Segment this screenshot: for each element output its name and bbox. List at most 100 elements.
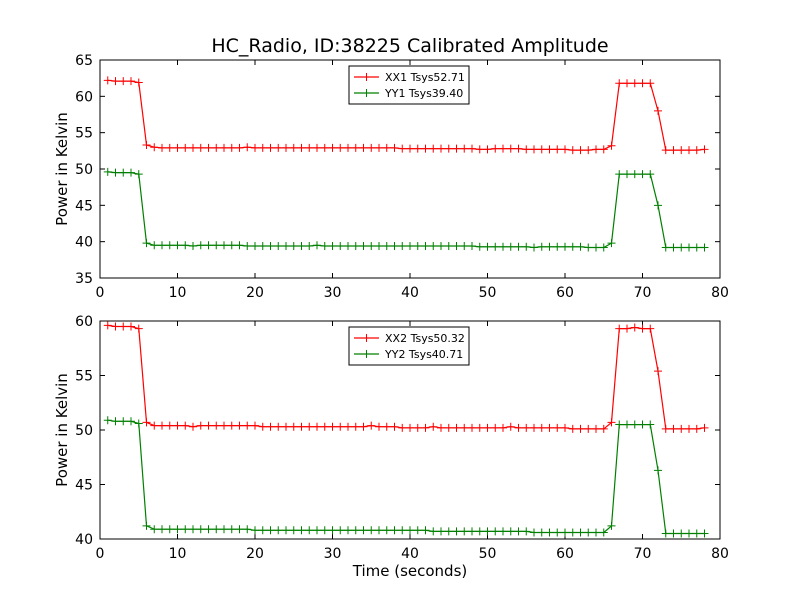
panel-1-series-1-point: [266, 143, 275, 152]
panel-2-series-1-point: [289, 422, 298, 431]
panel-2-series-1-point: [491, 423, 500, 432]
panel-2-series-2-point: [576, 528, 585, 537]
panel-2-series-1-point: [173, 421, 182, 430]
panel-2-series-1-point: [537, 423, 546, 432]
panel-2-series-2-point: [692, 529, 701, 538]
panel-2-series-2-point: [584, 528, 593, 537]
panel-1-series-1-point: [514, 144, 523, 153]
panel-1-series-1-point: [545, 145, 554, 154]
panel-1-series-1-point: [522, 145, 531, 154]
panel-1-series-1-point: [429, 144, 438, 153]
panel-2-series-1-point: [530, 423, 538, 432]
panel-2-series-1-point: [142, 418, 151, 427]
panel-2-series-2-point: [382, 526, 391, 535]
panel-2-legend-marker: [362, 350, 371, 358]
panel-2-series-1-point: [607, 418, 616, 427]
panel-2-series-2-point: [406, 526, 414, 535]
panel-2-series-1-point: [545, 423, 554, 432]
panel-2-series-1-point: [576, 424, 585, 433]
panel-1-legend-label: XX1 Tsys52.71: [385, 71, 465, 84]
panel-2-series-1-point: [506, 422, 515, 431]
panel-2-series-2-point: [685, 529, 693, 538]
panel-1-series-2-point: [328, 242, 337, 251]
panel-2-series-1-point: [251, 421, 259, 430]
panel-2-series-1-point: [623, 324, 631, 333]
panel-2-series-2-point: [305, 526, 314, 535]
panel-1-series-2-point: [483, 242, 492, 251]
panel-2-series-1-point: [220, 421, 228, 430]
panel-1-series-1-point: [204, 143, 213, 152]
panel-2-series-2-point: [189, 525, 197, 534]
panel-1-series-2-point: [313, 241, 321, 250]
panel-1-series-2-point: [196, 241, 205, 250]
panel-1-series-2-point: [305, 242, 314, 251]
panel-1-series-2-point: [514, 242, 523, 251]
panel-1-series-2-point: [251, 242, 259, 251]
panel-2-series-2-point: [119, 417, 128, 426]
panel-1-series-1-point: [646, 79, 655, 88]
panel-1-series-1-point: [235, 143, 244, 152]
panel-1-series-1-point: [568, 146, 577, 155]
panel-1-y-tick-label: 45: [75, 198, 93, 214]
panel-1-series-1-point: [127, 77, 135, 86]
panel-1-series-1-point: [351, 143, 360, 152]
panel-2-series-1-point: [165, 421, 174, 430]
panel-2-series-2-point: [328, 526, 337, 535]
panel-1-series-2-point: [553, 242, 562, 251]
panel-2-series-1-point: [382, 422, 391, 431]
panel-2-series-1-point: [212, 421, 221, 430]
panel-1-series-2-point: [638, 170, 647, 179]
panel-1-series-2-point: [700, 243, 709, 252]
panel-2-series-2-point: [289, 526, 298, 535]
panel-2-series-1-point: [103, 321, 112, 330]
panel-1-series-1-point: [444, 144, 453, 153]
panel-2-series-2-point: [150, 525, 159, 534]
panel-2-series-1-point: [437, 423, 445, 432]
panel-1-series-1-point: [685, 146, 693, 155]
panel-2-series-2-point: [375, 526, 383, 535]
panel-2-series-1-point: [421, 423, 430, 432]
panel-1-y-tick-label: 40: [75, 235, 93, 251]
panel-2-series-1-point: [677, 424, 686, 433]
panel-2-x-tick-label: 80: [711, 546, 729, 562]
panel-1-series-1-point: [367, 143, 376, 152]
panel-2-series-1-point: [328, 422, 337, 431]
panel-2-series-1-point: [227, 421, 236, 430]
panel-2-series-2-point: [468, 527, 476, 536]
panel-2-series-1-point: [452, 423, 461, 432]
panel-2-series-2-point: [483, 527, 492, 536]
panel-1-series-1-point: [421, 144, 430, 153]
panel-2-series-2-point: [661, 529, 670, 538]
panel-1-legend-marker: [362, 73, 371, 81]
panel-2-legend-label: YY2 Tsys40.71: [384, 348, 463, 361]
panel-1-series-1-point: [336, 143, 345, 152]
panel-1-series-1-point: [599, 145, 608, 154]
panel-1-series-1-point: [173, 143, 182, 152]
panel-2-series-2-point: [561, 528, 569, 537]
panel-1-series-2-point: [220, 241, 228, 250]
panel-1-series-1-point: [669, 146, 678, 155]
panel-1-series-1-point: [460, 144, 469, 153]
panel-2-series-2-point: [460, 527, 469, 536]
panel-1-series-2-point: [390, 242, 399, 251]
panel-2-series-1-point: [592, 424, 600, 433]
panel-1-legend-label: YY1 Tsys39.40: [384, 87, 463, 100]
panel-2-series-1-point: [553, 423, 562, 432]
panel-1-series-2-point: [173, 241, 182, 250]
panel-2-series-2-point: [522, 527, 531, 536]
panel-2-series-1-point: [127, 322, 135, 331]
panel-2-series-2-point: [499, 527, 507, 536]
panel-2-x-tick-label: 60: [556, 546, 574, 562]
panel-1-series-2-point: [235, 241, 244, 250]
panel-2-series-2-point: [127, 417, 135, 426]
panel-2-series-1-point: [646, 324, 655, 333]
panel-2-series-2-point: [227, 525, 236, 534]
panel-2-series-2-point: [297, 526, 306, 535]
panel-2-series-1-point: [282, 422, 290, 431]
panel-2-x-tick-label: 70: [634, 546, 652, 562]
panel-2-series-2-point: [173, 525, 182, 534]
panel-2-y-axis-label: Power in Kelvin: [53, 373, 71, 487]
panel-1-series-2-point: [460, 242, 469, 251]
